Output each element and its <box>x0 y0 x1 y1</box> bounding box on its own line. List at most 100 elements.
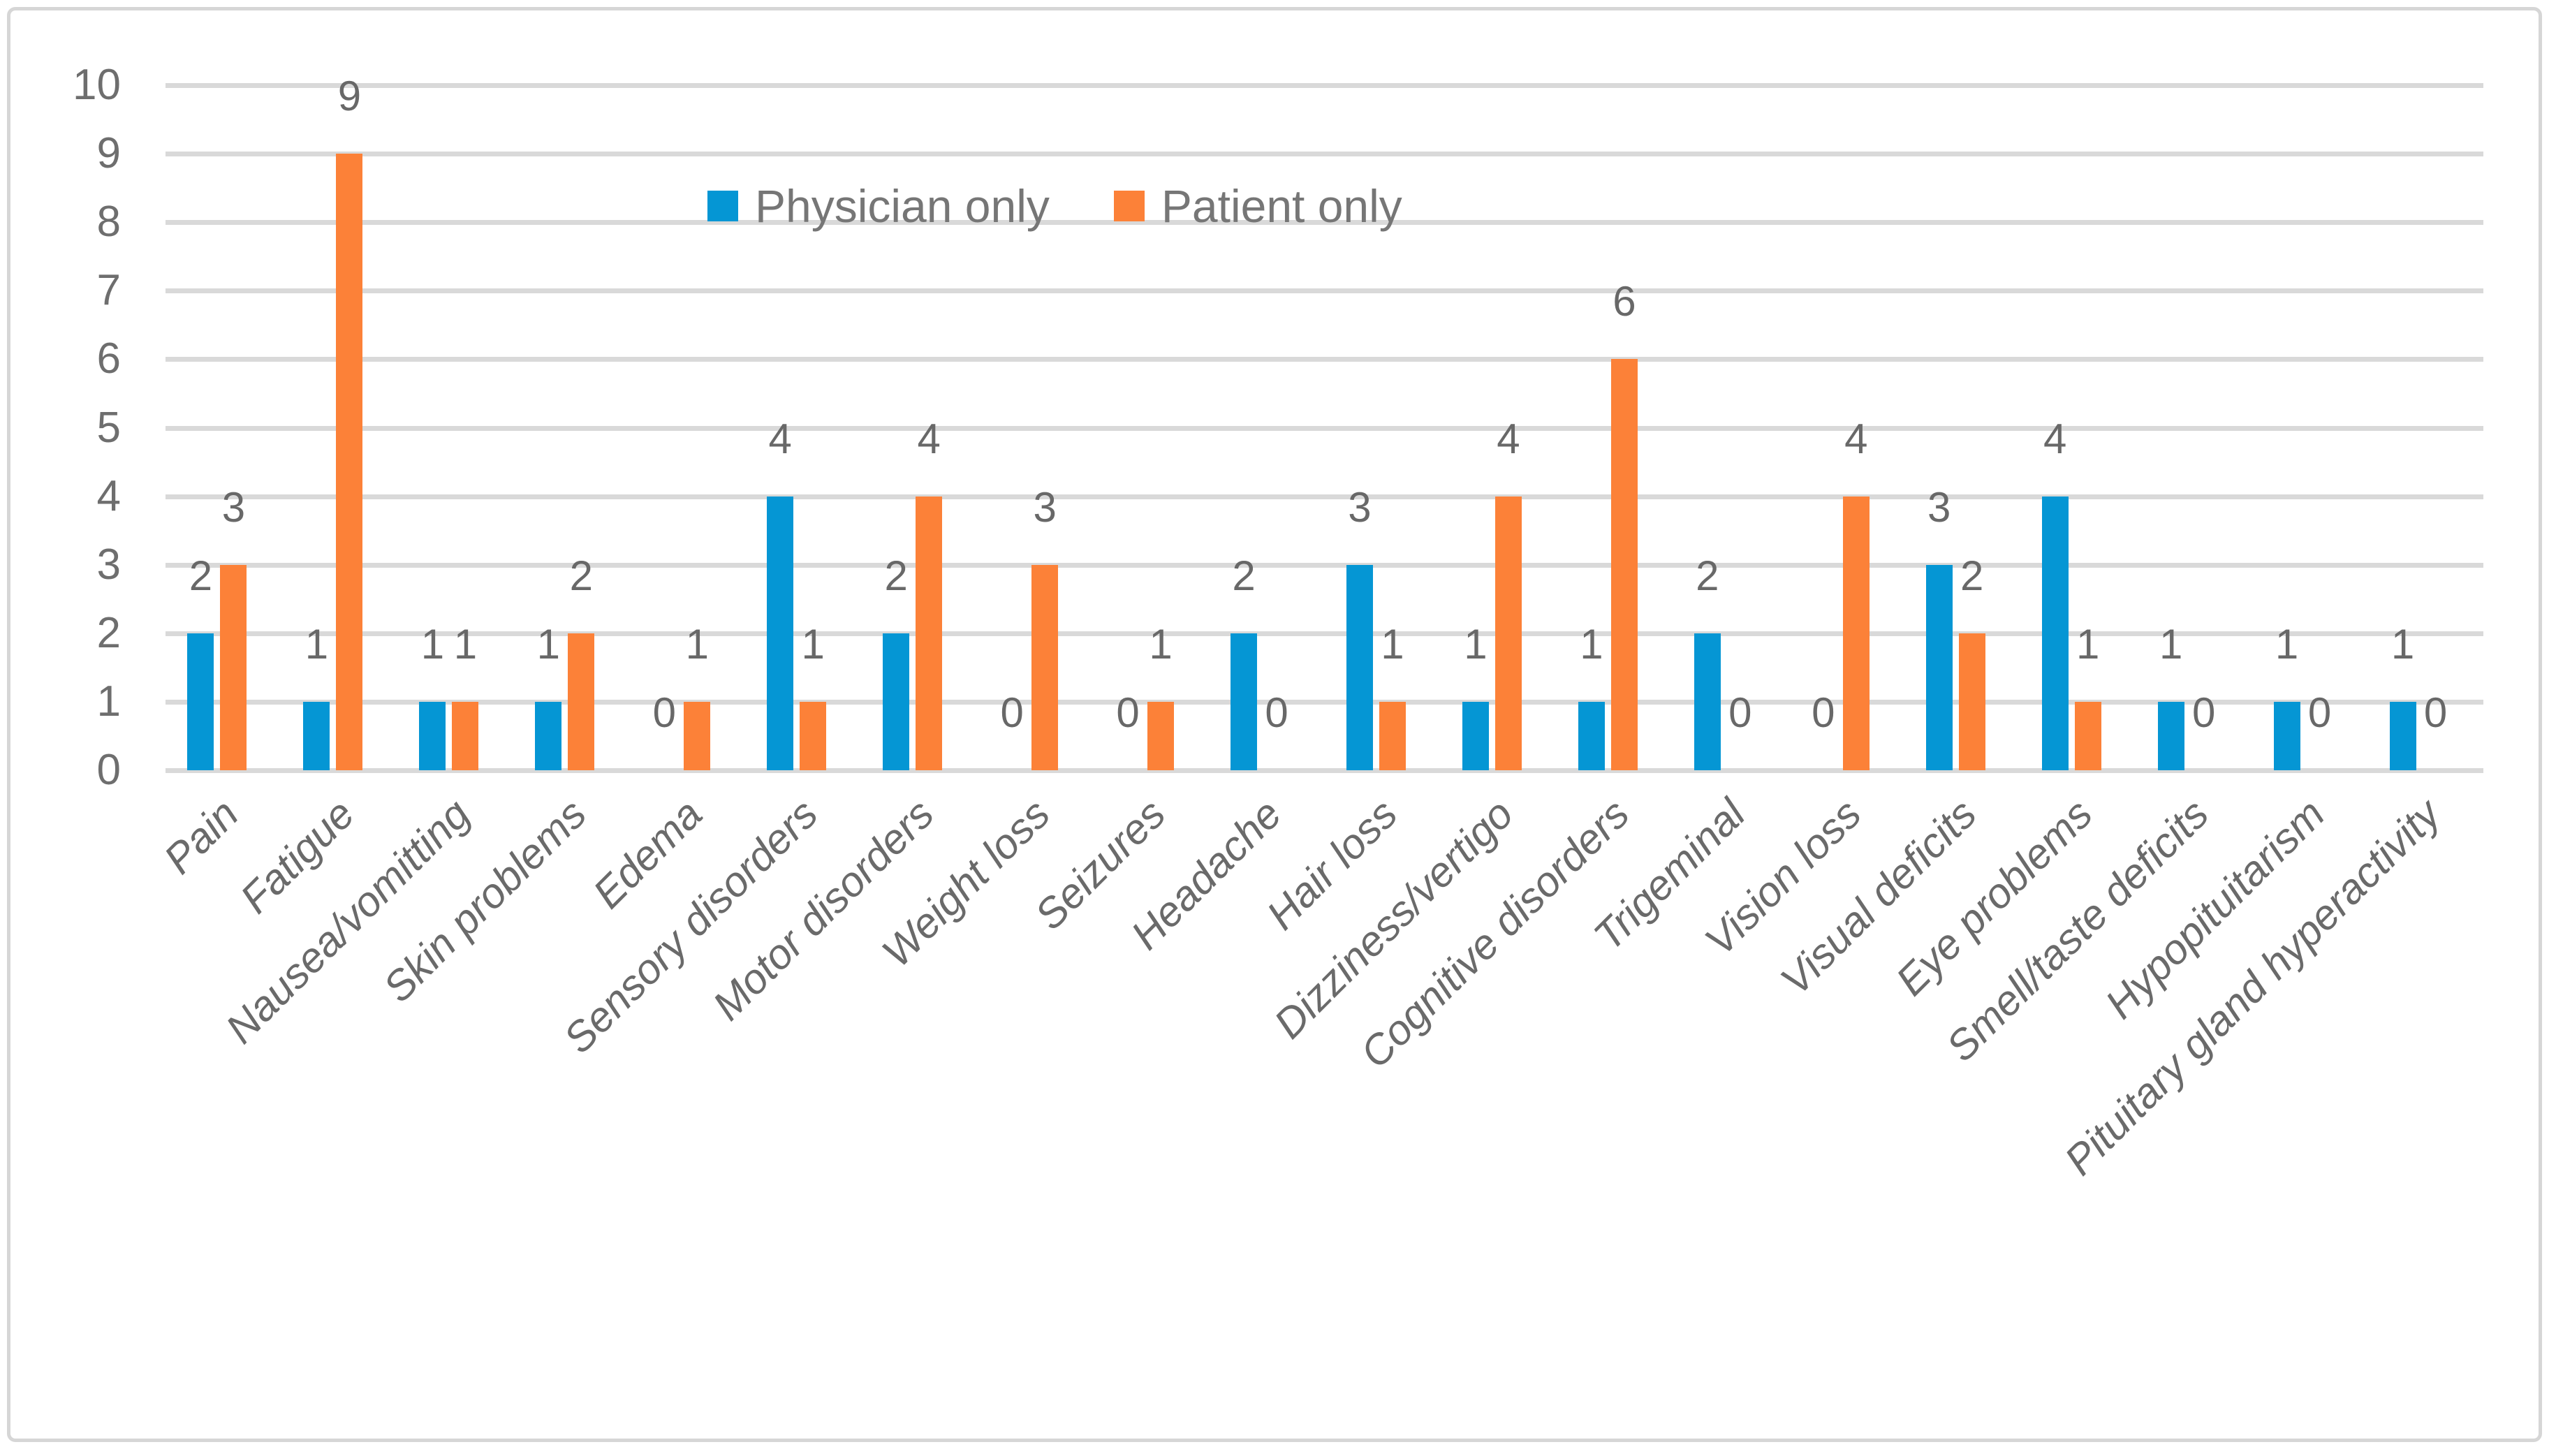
bar-patient-only-motor-disorders <box>916 496 943 770</box>
value-label-patient-only-seizures: 1 <box>1149 620 1173 668</box>
value-label-physician-only-pituitary-gland-hyperactivity: 1 <box>2390 620 2415 668</box>
legend: Physician only Patient only <box>707 182 1402 230</box>
bar-physician-only-hair-loss <box>1346 564 1373 770</box>
y-tick-label-9: 9 <box>96 129 121 178</box>
bar-physician-only-pain <box>187 633 214 770</box>
bar-physician-only-eye-problems <box>2041 496 2069 770</box>
value-label-patient-only-visual-deficits: 2 <box>1960 552 1984 599</box>
value-label-patient-only-edema: 1 <box>685 620 709 668</box>
gridline-0 <box>166 768 2483 773</box>
gridline-8 <box>166 220 2483 226</box>
y-tick-label-10: 10 <box>73 61 121 109</box>
y-tick-label-5: 5 <box>96 403 121 452</box>
bar-physician-only-trigeminal <box>1694 633 1721 770</box>
value-label-physician-only-trigeminal: 2 <box>1696 552 1719 599</box>
bar-patient-only-vision-loss <box>1842 496 1870 770</box>
value-label-patient-only-headache: 0 <box>1265 689 1288 736</box>
value-label-physician-only-nausea-vomitting: 1 <box>420 620 445 668</box>
value-label-physician-only-seizures: 0 <box>1116 689 1140 736</box>
value-label-physician-only-hair-loss: 3 <box>1348 483 1372 531</box>
value-label-physician-only-smell-taste-deficits: 1 <box>2159 620 2183 668</box>
bar-patient-only-nausea-vomitting <box>452 701 479 770</box>
legend-label-patient-only: Patient only <box>1161 180 1402 232</box>
y-tick-label-2: 2 <box>96 608 121 657</box>
gridline-1 <box>166 699 2483 705</box>
bar-physician-only-smell-taste-deficits <box>2157 701 2184 770</box>
value-label-patient-only-hypopituitarism: 0 <box>2307 689 2332 736</box>
bar-patient-only-cognitive-disorders <box>1610 359 1638 770</box>
bar-patient-only-hair-loss <box>1379 701 1406 770</box>
value-label-physician-only-skin-problems: 1 <box>536 620 560 668</box>
value-label-patient-only-pituitary-gland-hyperactivity: 0 <box>2423 689 2448 736</box>
gridline-5 <box>166 425 2483 431</box>
value-label-physician-only-motor-disorders: 2 <box>884 552 908 599</box>
bar-physician-only-cognitive-disorders <box>1578 701 1605 770</box>
value-label-physician-only-vision-loss: 0 <box>1812 689 1835 736</box>
y-tick-label-4: 4 <box>96 471 121 520</box>
value-label-physician-only-fatigue: 1 <box>304 620 329 668</box>
value-label-patient-only-dizziness-vertigo: 4 <box>1497 415 1520 462</box>
bar-patient-only-eye-problems <box>2074 701 2101 770</box>
y-tick-label-0: 0 <box>96 746 121 794</box>
value-label-patient-only-hair-loss: 1 <box>1381 620 1404 668</box>
value-label-patient-only-vision-loss: 4 <box>1844 415 1868 462</box>
value-label-patient-only-motor-disorders: 4 <box>917 415 941 462</box>
y-tick-label-1: 1 <box>96 677 121 726</box>
bar-patient-only-fatigue <box>336 154 363 770</box>
value-label-patient-only-nausea-vomitting: 1 <box>453 620 478 668</box>
bar-patient-only-skin-problems <box>568 633 595 770</box>
y-tick-label-8: 8 <box>96 198 121 247</box>
value-label-physician-only-sensory-disorders: 4 <box>768 415 792 462</box>
bar-patient-only-pain <box>220 564 247 770</box>
bar-physician-only-visual-deficits <box>1925 564 1953 770</box>
gridline-4 <box>166 494 2483 499</box>
value-label-patient-only-sensory-disorders: 1 <box>801 620 825 668</box>
value-label-physician-only-pain: 2 <box>189 552 213 599</box>
legend-item-patient-only: Patient only <box>1113 180 1402 232</box>
bar-physician-only-headache <box>1231 633 1258 770</box>
value-label-patient-only-skin-problems: 2 <box>569 552 593 599</box>
value-label-physician-only-hypopituitarism: 1 <box>2275 620 2299 668</box>
bar-physician-only-nausea-vomitting <box>419 701 446 770</box>
gridline-3 <box>166 562 2483 568</box>
value-label-patient-only-weight-loss: 3 <box>1033 483 1057 531</box>
gridline-2 <box>166 631 2483 636</box>
x-category-label-pain: Pain <box>154 790 247 883</box>
gridline-6 <box>166 357 2483 362</box>
bar-physician-only-skin-problems <box>535 701 562 770</box>
value-label-physician-only-cognitive-disorders: 1 <box>1580 620 1603 668</box>
value-label-patient-only-cognitive-disorders: 6 <box>1613 278 1636 325</box>
bar-physician-only-fatigue <box>303 701 330 770</box>
y-tick-label-7: 7 <box>96 266 121 315</box>
value-label-physician-only-eye-problems: 4 <box>2043 415 2067 462</box>
bar-patient-only-seizures <box>1147 701 1175 770</box>
value-label-physician-only-dizziness-vertigo: 1 <box>1464 620 1488 668</box>
bar-physician-only-dizziness-vertigo <box>1462 701 1489 770</box>
bar-patient-only-visual-deficits <box>1958 633 1985 770</box>
bar-patient-only-dizziness-vertigo <box>1494 496 1522 770</box>
value-label-physician-only-weight-loss: 0 <box>1000 689 1024 736</box>
bar-physician-only-sensory-disorders <box>767 496 794 770</box>
value-label-physician-only-edema: 0 <box>652 689 676 736</box>
bar-physician-only-hypopituitarism <box>2273 701 2300 770</box>
y-tick-label-6: 6 <box>96 334 121 383</box>
value-label-patient-only-smell-taste-deficits: 0 <box>2191 689 2216 736</box>
gridline-9 <box>166 152 2483 157</box>
value-label-patient-only-trigeminal: 0 <box>1728 689 1752 736</box>
value-label-physician-only-headache: 2 <box>1232 552 1256 599</box>
bar-physician-only-motor-disorders <box>883 633 910 770</box>
legend-swatch-patient-only <box>1113 191 1145 221</box>
legend-label-physician-only: Physician only <box>755 180 1050 232</box>
gridline-10 <box>166 83 2483 88</box>
legend-item-physician-only: Physician only <box>707 182 1050 230</box>
y-tick-label-3: 3 <box>96 540 121 589</box>
bar-patient-only-weight-loss <box>1031 564 1059 770</box>
x-category-label-skin-problems: Skin problems <box>374 790 595 1011</box>
value-label-patient-only-eye-problems: 1 <box>2076 620 2100 668</box>
value-label-patient-only-fatigue: 9 <box>337 73 362 120</box>
bar-patient-only-sensory-disorders <box>800 701 827 770</box>
value-label-patient-only-pain: 3 <box>221 483 246 531</box>
bar-patient-only-edema <box>684 701 711 770</box>
gridline-7 <box>166 288 2483 294</box>
